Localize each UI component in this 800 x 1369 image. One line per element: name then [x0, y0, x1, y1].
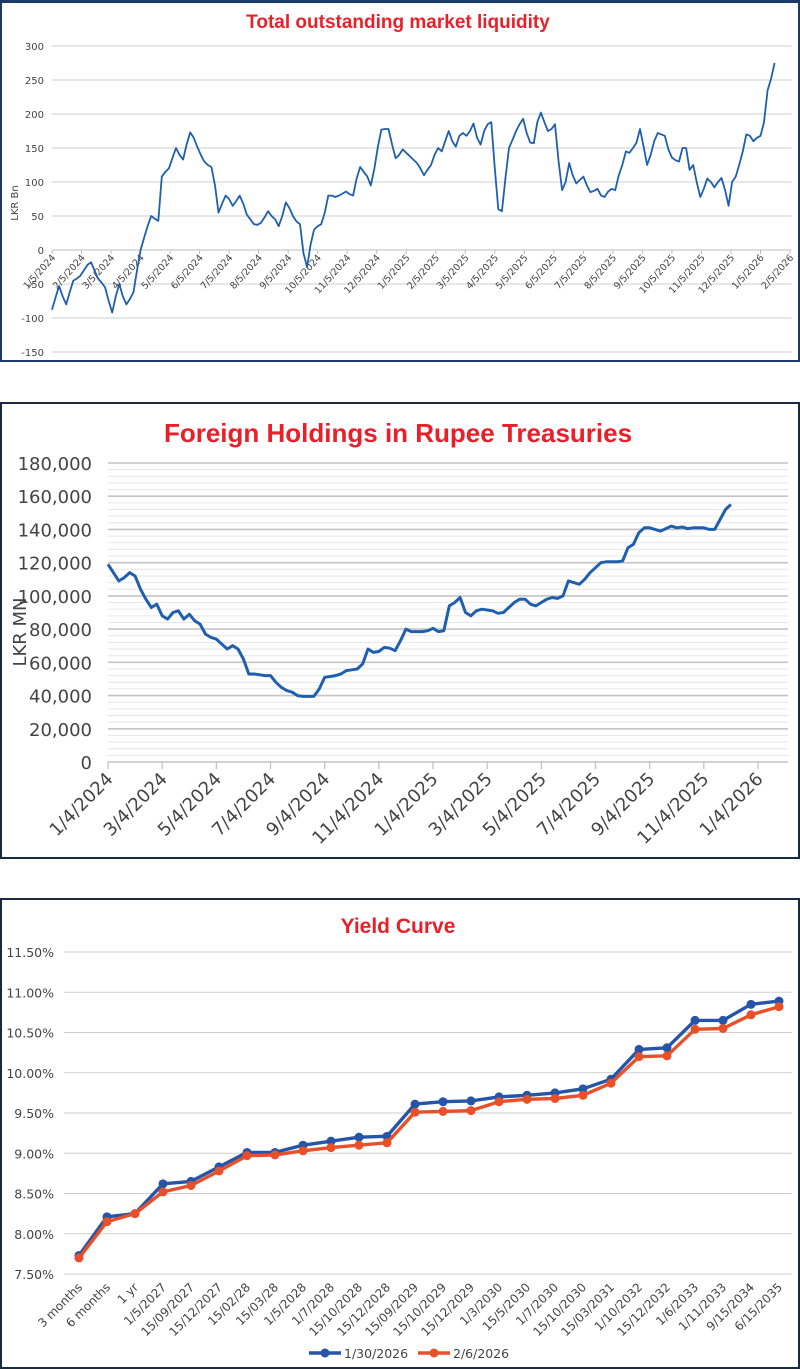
series-point-0: [662, 1043, 672, 1053]
y-tick-label: 250: [25, 76, 44, 87]
series-point-1: [550, 1094, 560, 1104]
y-axis-label: LKR MN: [10, 597, 31, 666]
series-point-1: [746, 1010, 756, 1020]
series-point-1: [186, 1180, 196, 1190]
series-point-1: [298, 1146, 308, 1156]
series-point-0: [326, 1136, 336, 1146]
series-point-1: [102, 1217, 112, 1227]
y-tick-label: 100: [25, 178, 44, 189]
yield-curve-chart: Yield Curve 7.50% 8.00% 8.50% 9.00% 9.50% 10.…: [6, 915, 792, 1361]
chart-title: Foreign Holdings in Rupee Treasuries: [164, 418, 632, 448]
market-liquidity-chart-panel: Total outstanding market liquidity LKR B…: [0, 0, 800, 362]
y-tick-label: 60,000: [29, 653, 92, 674]
legend-label: 2/6/2026: [453, 1346, 509, 1361]
legend: 1/30/2026 2/6/2026: [309, 1346, 509, 1361]
y-tick-label: 9.00%: [14, 1146, 54, 1161]
series-point-0: [466, 1096, 476, 1106]
y-tick-label: 20,000: [29, 720, 92, 741]
series-point-1: [410, 1107, 420, 1117]
legend-swatch-marker: [320, 1348, 330, 1358]
series-point-1: [158, 1187, 168, 1197]
series-point-0: [354, 1132, 364, 1142]
yield-curve-chart-panel: Yield Curve 7.50% 8.00% 8.50% 9.00% 9.50% 10.…: [0, 898, 800, 1369]
y-tick-label: 0: [38, 246, 44, 257]
y-tick-label: 300: [25, 42, 44, 53]
series-point-1: [634, 1052, 644, 1062]
series-point-1: [606, 1078, 616, 1088]
legend-label: 1/30/2026: [344, 1346, 408, 1361]
series-point-1: [578, 1090, 588, 1100]
y-tick-label: 120,000: [18, 554, 92, 575]
series-point-1: [662, 1051, 672, 1061]
series-point-1: [354, 1140, 364, 1150]
series-point-1: [326, 1143, 336, 1153]
y-tick-label: 50: [31, 212, 44, 223]
chart-title: Yield Curve: [341, 915, 456, 938]
y-tick-label: 150: [25, 144, 44, 155]
series-point-1: [242, 1151, 252, 1161]
series-point-1: [130, 1209, 140, 1219]
series-point-1: [522, 1094, 532, 1104]
liquidity-line: [51, 62, 776, 314]
series-point-1: [466, 1106, 476, 1116]
y-tick-label: 11.00%: [6, 985, 54, 1000]
foreign-holdings-line: [106, 503, 732, 698]
series-line-0: [77, 999, 780, 1257]
series-point-0: [634, 1044, 644, 1054]
series-point-1: [382, 1138, 392, 1148]
series-point-1: [690, 1024, 700, 1034]
y-tick-label: -150: [21, 348, 44, 359]
y-tick-label: 8.00%: [14, 1227, 54, 1242]
series-point-1: [74, 1253, 84, 1263]
series-point-0: [438, 1097, 448, 1107]
y-tick-label: 0: [81, 753, 92, 774]
y-tick-label: 200: [25, 110, 44, 121]
y-tick-label: 100,000: [18, 587, 92, 608]
y-tick-label: 11.50%: [6, 945, 54, 960]
series-point-1: [774, 1002, 784, 1012]
y-tick-label: -100: [21, 314, 44, 325]
series-point-0: [690, 1015, 700, 1025]
y-tick-label: 8.50%: [14, 1187, 54, 1202]
foreign-holdings-chart-panel: Foreign Holdings in Rupee Treasuries LKR…: [0, 402, 800, 859]
legend-swatch-marker: [429, 1348, 439, 1358]
series-point-0: [746, 999, 756, 1009]
series-point-1: [270, 1150, 280, 1160]
y-tick-label: 140,000: [18, 520, 92, 541]
series-point-0: [578, 1084, 588, 1094]
y-tick-label: 7.50%: [14, 1267, 54, 1282]
series-point-0: [158, 1179, 168, 1189]
y-tick-label: -50: [28, 280, 44, 291]
series-point-1: [214, 1166, 224, 1176]
market-liquidity-chart: Total outstanding market liquidity LKR B…: [10, 12, 796, 359]
y-tick-label: 10.50%: [6, 1026, 54, 1041]
series-point-1: [494, 1097, 504, 1107]
y-tick-label: 160,000: [18, 487, 92, 508]
y-tick-label: 10.00%: [6, 1066, 54, 1081]
y-tick-label: 80,000: [29, 620, 92, 641]
chart-title: Total outstanding market liquidity: [246, 12, 550, 33]
y-tick-label: 9.50%: [14, 1106, 54, 1121]
series-point-0: [410, 1099, 420, 1109]
y-axis-label: LKR Bn: [10, 185, 21, 220]
series-point-1: [438, 1106, 448, 1116]
series-point-0: [718, 1015, 728, 1025]
series-point-1: [718, 1023, 728, 1033]
y-tick-label: 180,000: [18, 454, 92, 475]
y-tick-label: 40,000: [29, 687, 92, 708]
series-line-1: [77, 1005, 780, 1259]
foreign-holdings-chart: Foreign Holdings in Rupee Treasuries LKR…: [10, 418, 788, 849]
